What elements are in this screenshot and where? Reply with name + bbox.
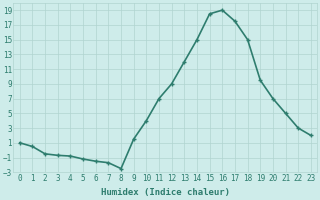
X-axis label: Humidex (Indice chaleur): Humidex (Indice chaleur) <box>101 188 230 197</box>
